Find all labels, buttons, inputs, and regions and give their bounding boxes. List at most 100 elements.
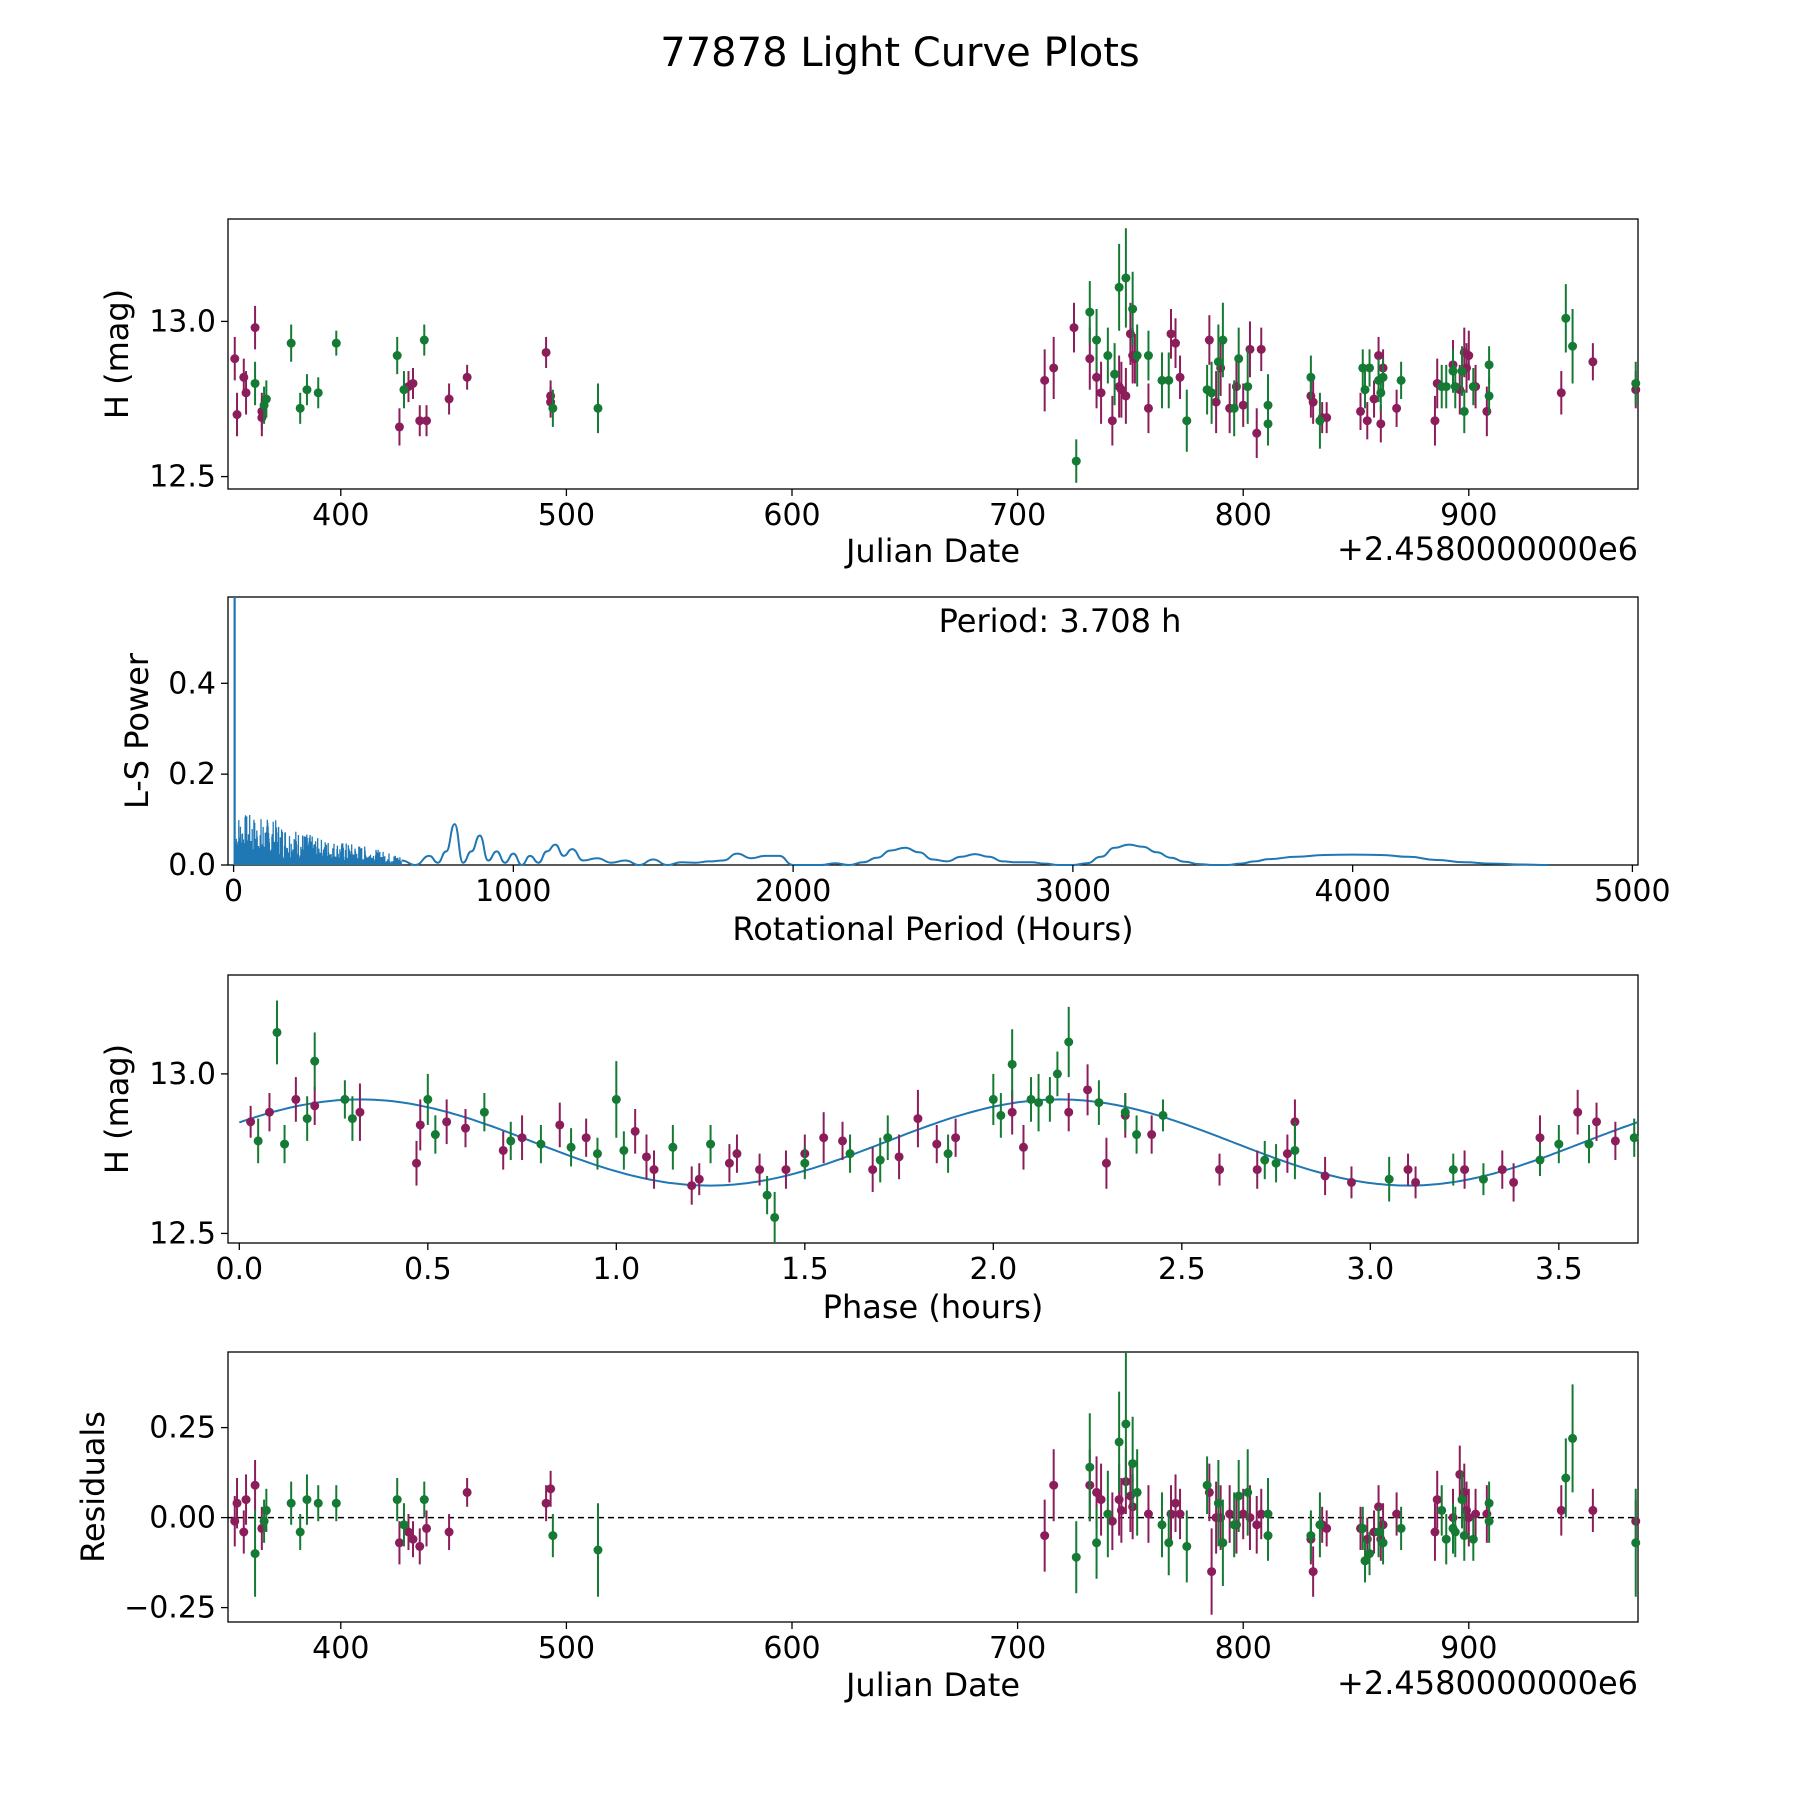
y-tick-label: 13.0 xyxy=(149,1057,216,1092)
data-point xyxy=(1007,1107,1017,1117)
data-point xyxy=(250,1480,260,1490)
data-point xyxy=(875,1155,885,1165)
data-point xyxy=(781,1165,791,1175)
data-point xyxy=(1252,428,1262,438)
data-point xyxy=(1450,382,1460,392)
data-point xyxy=(1358,1523,1368,1533)
data-point xyxy=(1218,335,1228,345)
data-point xyxy=(1360,385,1370,395)
data-point xyxy=(1358,363,1368,373)
data-point xyxy=(302,385,312,395)
phase-ylabel: H (mag) xyxy=(98,1044,136,1174)
data-point xyxy=(1509,1177,1519,1187)
x-tick-label: 500 xyxy=(538,1631,595,1666)
data-point xyxy=(1143,351,1153,361)
data-point xyxy=(1234,354,1244,364)
data-point xyxy=(1211,397,1221,407)
data-point xyxy=(1441,382,1451,392)
data-point xyxy=(313,388,323,398)
x-tick-label: 2.5 xyxy=(1158,1252,1206,1287)
data-point xyxy=(423,1094,433,1104)
data-point xyxy=(1308,1567,1318,1577)
data-point xyxy=(913,1114,923,1124)
data-point xyxy=(1132,1487,1142,1497)
data-point xyxy=(1092,1487,1102,1497)
data-point xyxy=(1107,416,1117,426)
data-point xyxy=(546,1484,556,1494)
data-point xyxy=(1411,1177,1421,1187)
data-point xyxy=(1573,1107,1583,1117)
data-point xyxy=(1121,391,1131,401)
data-point xyxy=(1441,1534,1451,1544)
data-point xyxy=(1362,416,1372,426)
data-point xyxy=(1592,1117,1602,1127)
residuals-offset-text: +2.4580000000e6 xyxy=(1337,1664,1638,1702)
data-point xyxy=(706,1139,716,1149)
data-point xyxy=(295,403,305,413)
data-point xyxy=(1484,360,1494,370)
x-tick-label: 0 xyxy=(224,874,243,909)
y-tick-label: 13.0 xyxy=(149,304,216,339)
data-point xyxy=(302,1495,312,1505)
data-point xyxy=(1568,341,1578,351)
data-point xyxy=(392,1495,402,1505)
data-point xyxy=(1376,419,1386,429)
phase-panel: 0.0 0.5 1.0 1.5 2.0 2.5 3.0 3.5 12.5 13.0 Phase (… xyxy=(98,974,1639,1326)
lightcurve-offset-text: +2.4580000000e6 xyxy=(1337,530,1638,568)
data-point xyxy=(894,1152,904,1162)
data-point xyxy=(1271,1158,1281,1168)
data-point xyxy=(394,1538,404,1548)
data-point xyxy=(1234,1491,1244,1501)
data-point xyxy=(394,422,404,432)
data-point xyxy=(1085,354,1095,364)
data-point xyxy=(1092,335,1102,345)
data-point xyxy=(1484,1516,1494,1526)
data-point xyxy=(1468,1534,1478,1544)
data-point xyxy=(1369,394,1379,404)
data-point xyxy=(951,1133,961,1143)
data-point xyxy=(1484,391,1494,401)
lightcurve-frame xyxy=(227,218,1639,490)
data-point xyxy=(541,1498,551,1508)
data-point xyxy=(555,1120,565,1130)
data-point xyxy=(1215,1165,1225,1175)
data-point xyxy=(593,403,603,413)
data-point xyxy=(462,372,472,382)
model-fit-curve xyxy=(238,1098,1639,1187)
data-point xyxy=(1121,1419,1131,1429)
residuals-frame xyxy=(227,1351,1639,1623)
data-point xyxy=(1110,369,1120,379)
data-point xyxy=(1207,1567,1217,1577)
data-point xyxy=(1096,1495,1106,1505)
data-point xyxy=(1040,1531,1050,1541)
phase-marks xyxy=(238,1000,1639,1243)
data-point xyxy=(541,347,551,357)
data-point xyxy=(392,351,402,361)
data-point xyxy=(1629,1133,1639,1143)
data-point xyxy=(1143,1509,1153,1519)
periodogram-frame xyxy=(227,596,1639,866)
data-point xyxy=(1018,1142,1028,1152)
data-point xyxy=(1290,1145,1300,1155)
data-point xyxy=(1631,378,1641,388)
data-point xyxy=(253,1136,263,1146)
data-point xyxy=(280,1139,290,1149)
data-point xyxy=(415,416,425,426)
data-point xyxy=(1437,1505,1447,1515)
data-point xyxy=(295,1527,305,1537)
x-tick-label: 600 xyxy=(763,1631,820,1666)
data-point xyxy=(1045,1094,1055,1104)
data-point xyxy=(1026,1094,1036,1104)
periodogram-marks xyxy=(233,597,1549,867)
x-tick-label: 3.0 xyxy=(1346,1252,1394,1287)
data-point xyxy=(845,1149,855,1159)
x-tick-label: 1.0 xyxy=(592,1252,640,1287)
data-point xyxy=(444,394,454,404)
data-point xyxy=(566,1142,576,1152)
data-point xyxy=(272,1027,282,1037)
data-point xyxy=(442,1117,452,1127)
x-tick-label: 600 xyxy=(763,498,820,533)
data-point xyxy=(479,1107,489,1117)
x-tick-label: 3000 xyxy=(1035,874,1111,909)
